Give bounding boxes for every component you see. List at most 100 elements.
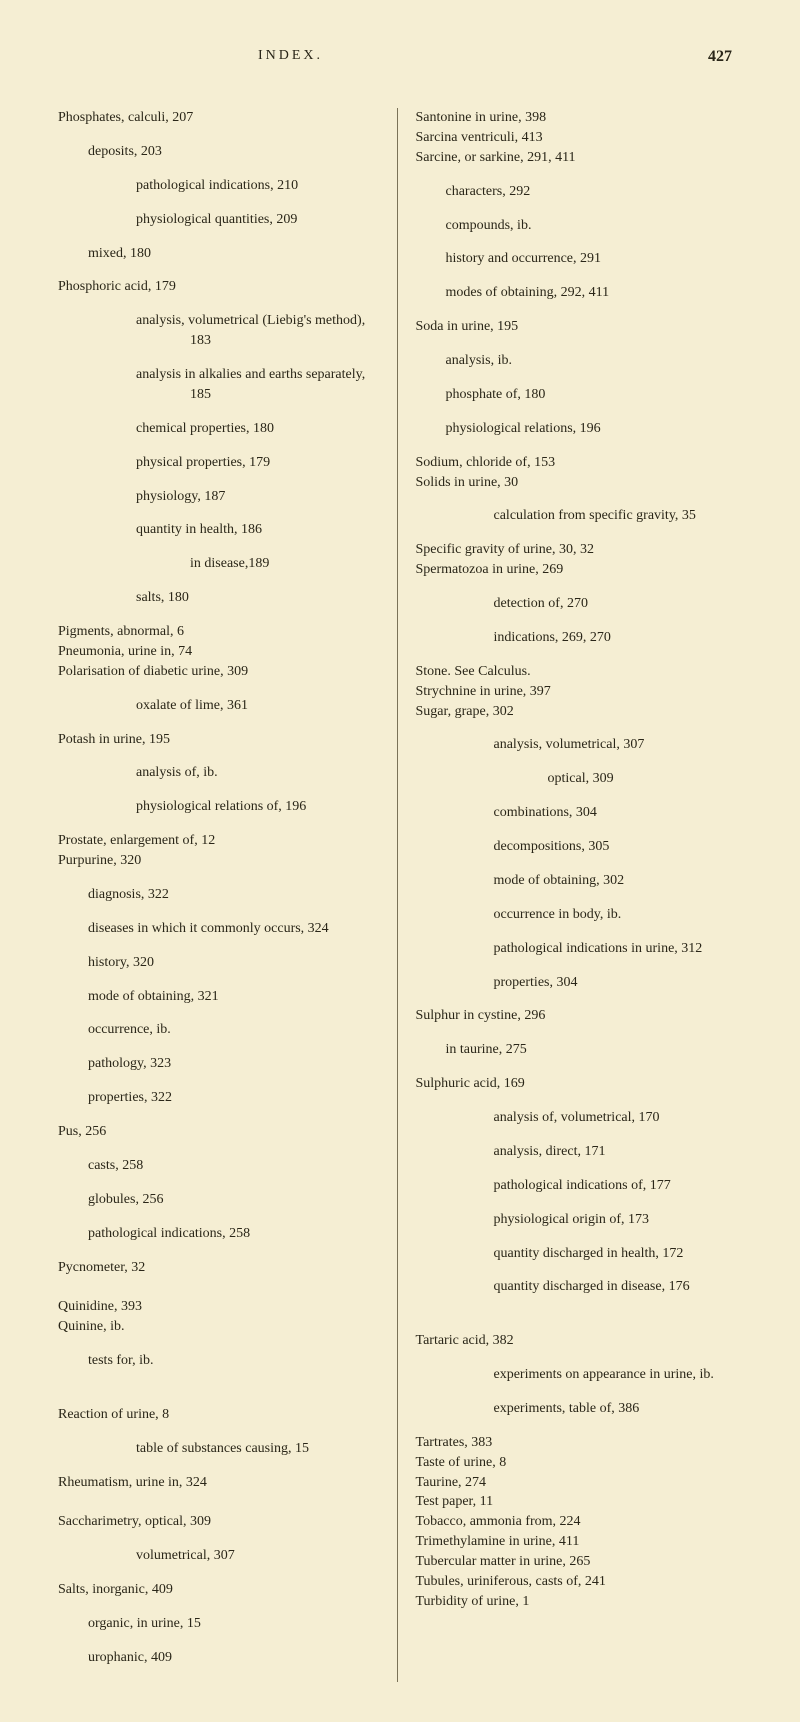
header-page-number: 427 bbox=[708, 48, 732, 66]
index-entry: quantity discharged in health, 172 bbox=[416, 1244, 743, 1264]
index-entry: pathological indications, 258 bbox=[58, 1224, 385, 1244]
index-entry: analysis, direct, 171 bbox=[416, 1142, 743, 1162]
index-entry: characters, 292 bbox=[416, 182, 743, 202]
index-entry: Sarcina ventriculi, 413 bbox=[416, 128, 743, 148]
index-entry: Stone. See Calculus. bbox=[416, 662, 743, 682]
index-entry: Spermatozoa in urine, 269 bbox=[416, 560, 743, 580]
index-entry: chemical properties, 180 bbox=[58, 419, 385, 439]
index-entry: calculation from specific gravity, 35 bbox=[416, 506, 743, 526]
index-entry: phosphate of, 180 bbox=[416, 385, 743, 405]
index-entry bbox=[58, 1492, 385, 1512]
index-entry: Tubules, uriniferous, casts of, 241 bbox=[416, 1572, 743, 1592]
index-entry: Solids in urine, 30 bbox=[416, 473, 743, 493]
index-page: INDEX. 427 Phosphates, calculi, 207 depos… bbox=[0, 0, 800, 1722]
index-entry: physiological quantities, 209 bbox=[58, 210, 385, 230]
index-entry: physical properties, 179 bbox=[58, 453, 385, 473]
index-entry: compounds, ib. bbox=[416, 216, 743, 236]
index-entry: oxalate of lime, 361 bbox=[58, 696, 385, 716]
index-entry: Test paper, 11 bbox=[416, 1492, 743, 1512]
index-entry: mode of obtaining, 302 bbox=[416, 871, 743, 891]
index-entry: mode of obtaining, 321 bbox=[58, 987, 385, 1007]
index-entry: experiments, table of, 386 bbox=[416, 1399, 743, 1419]
index-entry: Purpurine, 320 bbox=[58, 851, 385, 871]
index-entry: urophanic, 409 bbox=[58, 1648, 385, 1668]
index-entry: analysis of, ib. bbox=[58, 763, 385, 783]
index-entry: history and occurrence, 291 bbox=[416, 249, 743, 269]
left-column: Phosphates, calculi, 207 deposits, 203 pat… bbox=[58, 108, 398, 1682]
index-entry: Quinine, ib. bbox=[58, 1317, 385, 1337]
index-entry: analysis, volumetrical, 307 bbox=[416, 735, 743, 755]
index-entry: organic, in urine, 15 bbox=[58, 1614, 385, 1634]
index-entry: Rheumatism, urine in, 324 bbox=[58, 1473, 385, 1493]
index-entry: quantity in health, 186 bbox=[58, 520, 385, 540]
index-entry: Polarisation of diabetic urine, 309 bbox=[58, 662, 385, 682]
index-entry: diagnosis, 322 bbox=[58, 885, 385, 905]
index-entry: detection of, 270 bbox=[416, 594, 743, 614]
index-entry: modes of obtaining, 292, 411 bbox=[416, 283, 743, 303]
index-entry: Phosphates, calculi, 207 bbox=[58, 108, 385, 128]
index-entry: tests for, ib. bbox=[58, 1351, 385, 1371]
index-entry: properties, 304 bbox=[416, 973, 743, 993]
index-entry: Tobacco, ammonia from, 224 bbox=[416, 1512, 743, 1532]
index-entry: Quinidine, 393 bbox=[58, 1297, 385, 1317]
index-entry: Tartrates, 383 bbox=[416, 1433, 743, 1453]
index-entry: Pneumonia, urine in, 74 bbox=[58, 642, 385, 662]
index-entry bbox=[58, 1277, 385, 1297]
index-entry: occurrence, ib. bbox=[58, 1020, 385, 1040]
index-entry bbox=[58, 1385, 385, 1405]
right-column: Santonine in urine, 398Sarcina ventricul… bbox=[398, 108, 743, 1682]
index-entry: Santonine in urine, 398 bbox=[416, 108, 743, 128]
index-entry: pathological indications of, 177 bbox=[416, 1176, 743, 1196]
index-entry: Prostate, enlargement of, 12 bbox=[58, 831, 385, 851]
index-entry: Tubercular matter in urine, 265 bbox=[416, 1552, 743, 1572]
index-entry: occurrence in body, ib. bbox=[416, 905, 743, 925]
page-header: INDEX. 427 bbox=[58, 48, 742, 66]
index-entry: quantity discharged in disease, 176 bbox=[416, 1277, 743, 1297]
index-entry: optical, 309 bbox=[416, 769, 743, 789]
index-entry: pathological indications, 210 bbox=[58, 176, 385, 196]
index-entry: physiological relations of, 196 bbox=[58, 797, 385, 817]
index-entry: mixed, 180 bbox=[58, 244, 385, 264]
index-entry: indications, 269, 270 bbox=[416, 628, 743, 648]
index-entry: table of substances causing, 15 bbox=[58, 1439, 385, 1459]
index-entry: physiological origin of, 173 bbox=[416, 1210, 743, 1230]
index-entry: Specific gravity of urine, 30, 32 bbox=[416, 540, 743, 560]
index-entry: pathological indications in urine, 312 bbox=[416, 939, 743, 959]
index-entry: Sulphur in cystine, 296 bbox=[416, 1006, 743, 1026]
index-entry: volumetrical, 307 bbox=[58, 1546, 385, 1566]
index-entry: casts, 258 bbox=[58, 1156, 385, 1176]
index-entry: properties, 322 bbox=[58, 1088, 385, 1108]
index-entry: salts, 180 bbox=[58, 588, 385, 608]
index-entry: analysis in alkalies and earths separate… bbox=[58, 365, 385, 405]
index-entry: analysis, volumetrical (Liebig's method)… bbox=[58, 311, 385, 351]
index-columns: Phosphates, calculi, 207 deposits, 203 pat… bbox=[58, 108, 742, 1682]
index-entry: diseases in which it commonly occurs, 32… bbox=[58, 919, 385, 939]
index-entry: Taste of urine, 8 bbox=[416, 1453, 743, 1473]
index-entry: Sodium, chloride of, 153 bbox=[416, 453, 743, 473]
index-entry: Taurine, 274 bbox=[416, 1473, 743, 1493]
index-entry: Turbidity of urine, 1 bbox=[416, 1592, 743, 1612]
index-entry: Tartaric acid, 382 bbox=[416, 1331, 743, 1351]
header-title: INDEX. bbox=[258, 48, 323, 66]
index-entry: experiments on appearance in urine, ib. bbox=[416, 1365, 743, 1385]
index-entry: Sugar, grape, 302 bbox=[416, 702, 743, 722]
index-entry: Sarcine, or sarkine, 291, 411 bbox=[416, 148, 743, 168]
index-entry: physiological relations, 196 bbox=[416, 419, 743, 439]
index-entry: analysis, ib. bbox=[416, 351, 743, 371]
index-entry: Potash in urine, 195 bbox=[58, 730, 385, 750]
index-entry: Pycnometer, 32 bbox=[58, 1258, 385, 1278]
index-entry: Phosphoric acid, 179 bbox=[58, 277, 385, 297]
index-entry: deposits, 203 bbox=[58, 142, 385, 162]
index-entry: Pigments, abnormal, 6 bbox=[58, 622, 385, 642]
index-entry: Salts, inorganic, 409 bbox=[58, 1580, 385, 1600]
index-entry: in disease,189 bbox=[58, 554, 385, 574]
index-entry: physiology, 187 bbox=[58, 487, 385, 507]
index-entry: Soda in urine, 195 bbox=[416, 317, 743, 337]
index-entry: Trimethylamine in urine, 411 bbox=[416, 1532, 743, 1552]
index-entry: globules, 256 bbox=[58, 1190, 385, 1210]
index-entry: Reaction of urine, 8 bbox=[58, 1405, 385, 1425]
index-entry: history, 320 bbox=[58, 953, 385, 973]
index-entry: Sulphuric acid, 169 bbox=[416, 1074, 743, 1094]
index-entry: in taurine, 275 bbox=[416, 1040, 743, 1060]
index-entry: Saccharimetry, optical, 309 bbox=[58, 1512, 385, 1532]
